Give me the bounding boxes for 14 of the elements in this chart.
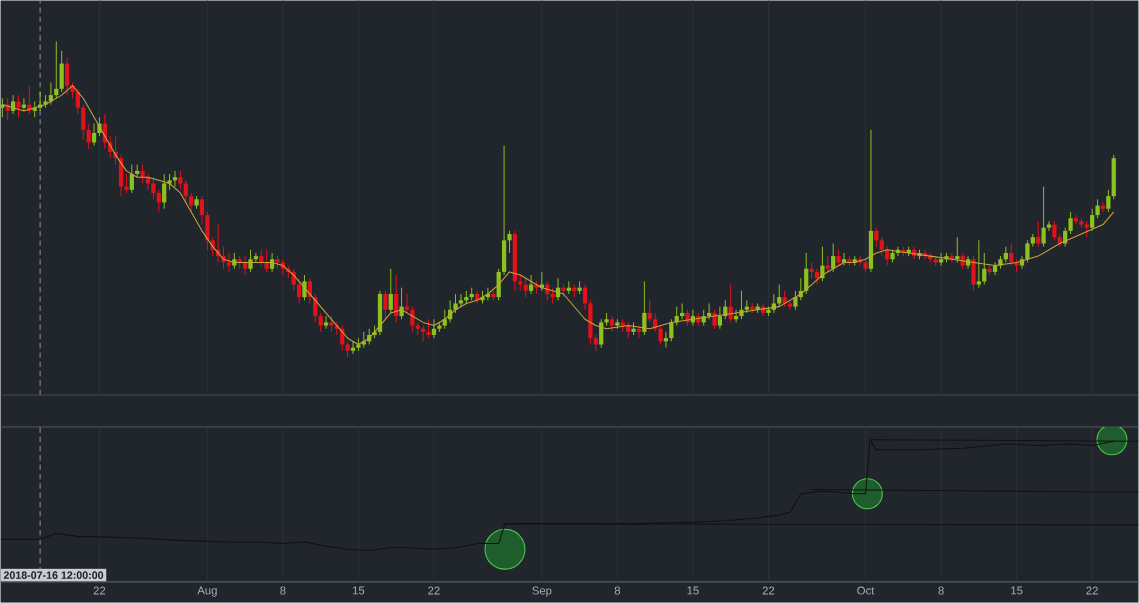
x-tick-label: 8 xyxy=(280,586,286,595)
x-tick-label: 15 xyxy=(1011,586,1023,595)
x-tick-label: 15 xyxy=(687,586,699,595)
x-tick-label: 8 xyxy=(614,586,621,595)
x-tick-label: Aug xyxy=(197,586,217,597)
x-tick-label: Oct xyxy=(857,586,875,595)
x-tick-label: 8 xyxy=(938,586,944,595)
x-tick-label: 22 xyxy=(1086,586,1098,595)
x-tick-label: Sep xyxy=(532,586,552,597)
x-tick-label: 22 xyxy=(762,586,775,595)
x-tick-label: 22 xyxy=(93,586,106,595)
x-tick-label: 22 xyxy=(428,586,440,595)
ref-line-label: 2018-07-16 12:00:00 xyxy=(3,571,104,579)
x-tick-label: 15 xyxy=(352,586,365,595)
